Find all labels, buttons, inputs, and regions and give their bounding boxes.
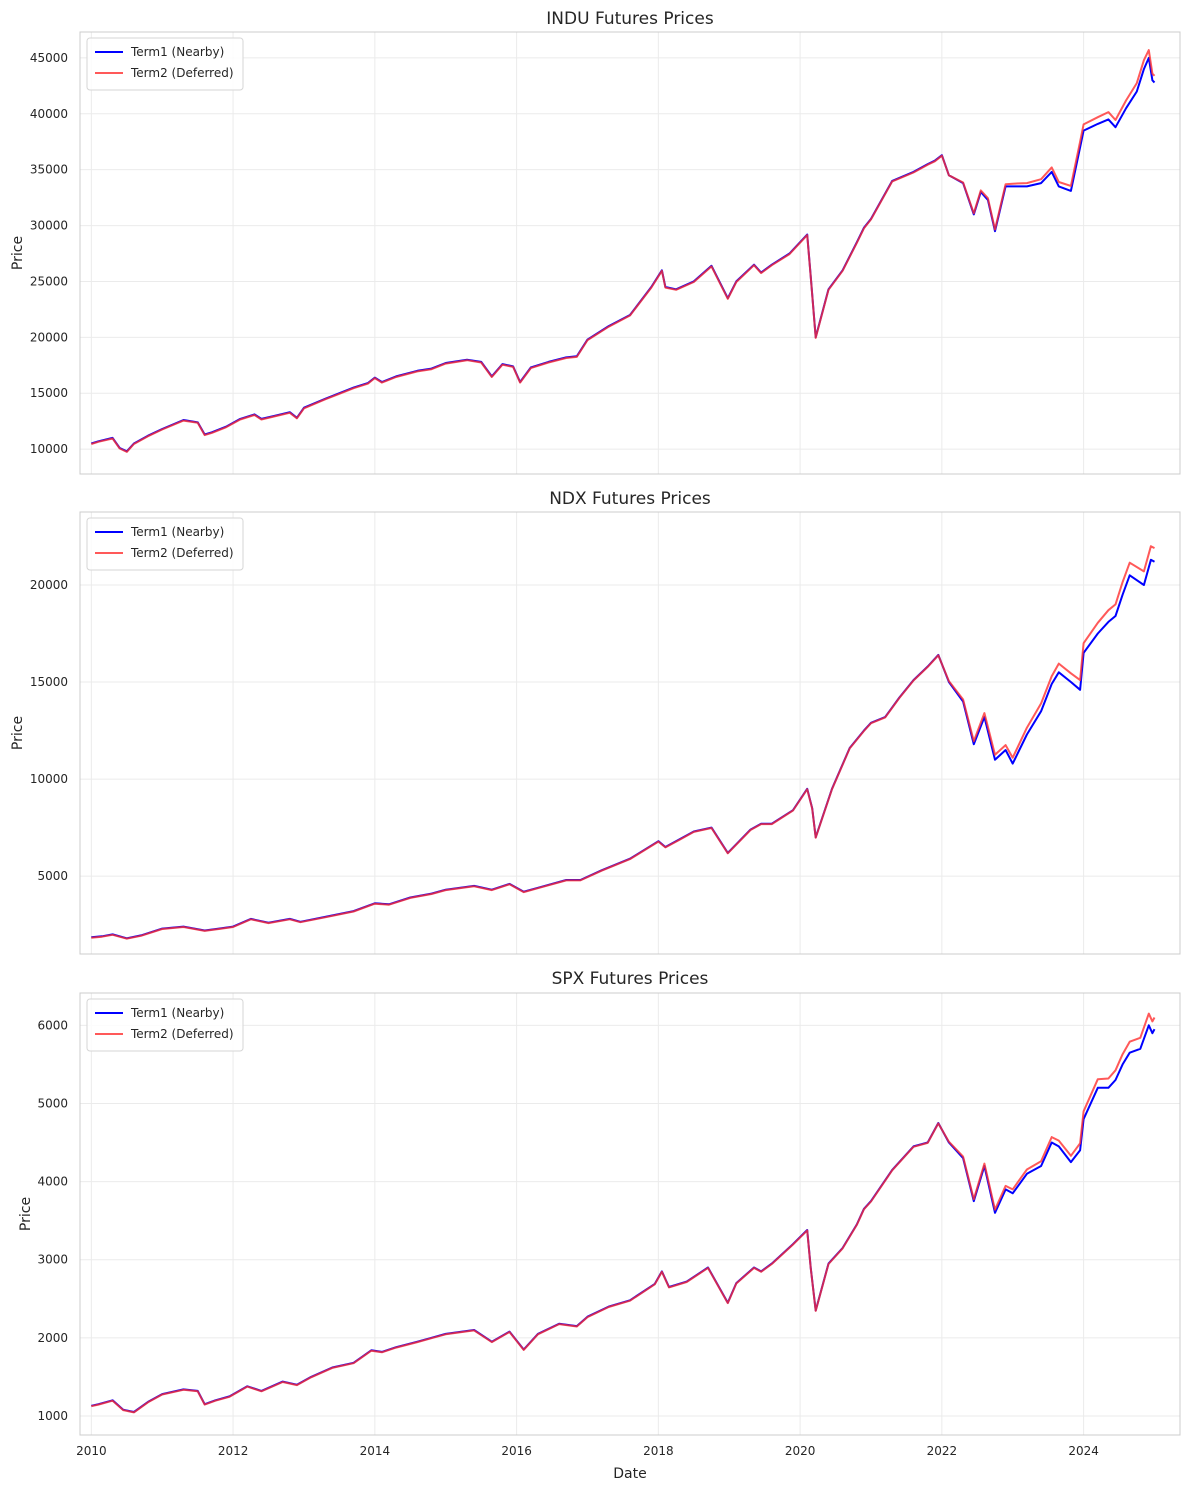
legend-spx: Term1 (Nearby) Term2 (Deferred): [86, 998, 244, 1052]
plot-frame-ndx: [79, 511, 1181, 955]
plot-background-spx: [80, 993, 1180, 1435]
legend-box-ndx: [86, 517, 244, 571]
plot-background-ndx: [80, 512, 1180, 954]
y-axis-label-ndx: Price: [10, 716, 26, 750]
legend-indu: Term1 (Nearby) Term2 (Deferred): [86, 37, 244, 91]
plot-area-ndx: 5000 10000 15000 20000 Term1 (Nearby) Term2 (…: [30, 511, 1181, 955]
y-tick-label: 15000: [30, 675, 68, 689]
y-tick-label: 6000: [37, 1018, 68, 1032]
y-tick-label: 20000: [30, 578, 68, 592]
x-tick-label: 2010: [76, 1444, 107, 1458]
series-line-term2-indu: [91, 49, 1156, 453]
x-tick-label: 2014: [360, 1444, 391, 1458]
plot-background-indu: [80, 32, 1180, 474]
x-tick-label: 2016: [501, 1444, 532, 1458]
plot-area-spx: 1000 2000 3000 4000 5000 6000 2010 2012 2014 2016…: [37, 992, 1181, 1458]
y-tick-label: 4000: [37, 1175, 68, 1189]
legend-ndx: Term1 (Nearby) Term2 (Deferred): [86, 517, 244, 571]
y-tick-label: 45000: [30, 51, 68, 65]
panel-ndx: NDX Futures Prices Price: [10, 489, 711, 750]
y-tick-label: 25000: [30, 274, 68, 288]
y-tick-label: 10000: [30, 772, 68, 786]
x-tick-label: 2012: [218, 1444, 249, 1458]
x-axis-label-spx: Date: [613, 1466, 646, 1482]
y-tick-label: 35000: [30, 163, 68, 177]
series-line-term2-spx: [91, 1012, 1156, 1414]
chart-title-spx: SPX Futures Prices: [552, 969, 709, 989]
x-tick-label: 2020: [785, 1444, 816, 1458]
y-tick-label: 5000: [37, 1096, 68, 1110]
legend-label-term2: Term2 (Deferred): [130, 1027, 234, 1041]
y-axis-label-indu: Price: [10, 236, 26, 270]
y-tick-label: 3000: [37, 1253, 68, 1267]
panel-indu: INDU Futures Prices Price: [10, 9, 714, 270]
panel-spx: SPX Futures Prices Price Date: [18, 969, 709, 1482]
y-tick-label: 2000: [37, 1331, 68, 1345]
plot-frame-spx: [79, 992, 1181, 1436]
legend-label-term1: Term1 (Nearby): [130, 1006, 224, 1020]
legend-label-term2: Term2 (Deferred): [130, 66, 234, 80]
series-line-term2-ndx: [91, 545, 1155, 940]
x-tick-label: 2018: [643, 1444, 674, 1458]
y-tick-label: 10000: [30, 442, 68, 456]
y-tick-label: 30000: [30, 219, 68, 233]
legend-label-term1: Term1 (Nearby): [130, 525, 224, 539]
chart-title-indu: INDU Futures Prices: [546, 9, 714, 29]
legend-label-term1: Term1 (Nearby): [130, 45, 224, 59]
y-tick-label: 40000: [30, 107, 68, 121]
y-tick-label: 15000: [30, 386, 68, 400]
chart-title-ndx: NDX Futures Prices: [549, 489, 711, 509]
y-tick-label: 20000: [30, 330, 68, 344]
y-axis-label-spx: Price: [18, 1197, 34, 1231]
x-tick-label: 2022: [927, 1444, 958, 1458]
y-tick-label: 5000: [37, 869, 68, 883]
plot-frame-indu: [79, 31, 1181, 475]
x-tick-label: 2024: [1068, 1444, 1099, 1458]
legend-box-spx: [86, 998, 244, 1052]
legend-label-term2: Term2 (Deferred): [130, 546, 234, 560]
legend-box-indu: [86, 37, 244, 91]
plot-area-indu: 10000 15000 20000 25000 30000 35000 40000 45000…: [30, 31, 1181, 475]
y-tick-label: 1000: [37, 1409, 68, 1423]
